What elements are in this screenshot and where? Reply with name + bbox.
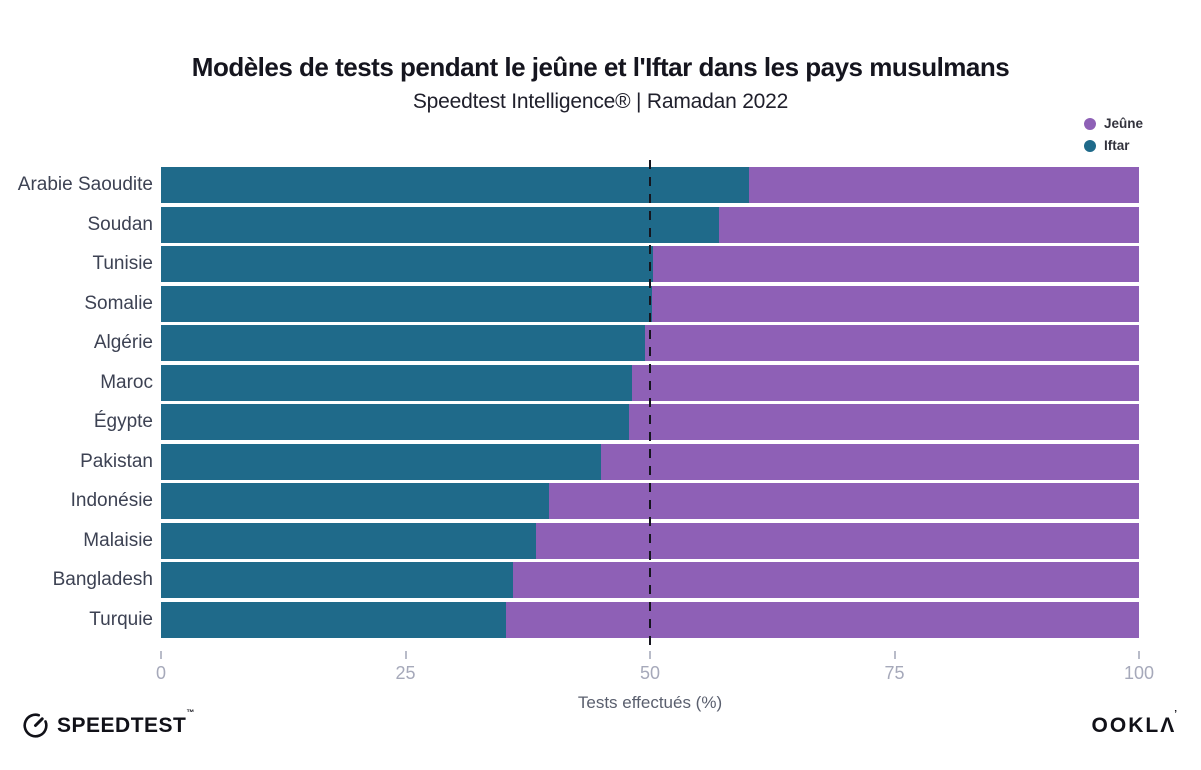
x-axis-tick-label: 0 [155, 663, 167, 683]
category-label: Indonésie [70, 490, 153, 511]
bar-segment-iftar [161, 483, 550, 519]
category-label: Algérie [93, 332, 153, 353]
bar-segment-jene [629, 404, 1139, 440]
bar-segment-jene [601, 443, 1139, 480]
legend: Jeûne Iftar [1084, 116, 1143, 153]
category-label: Somalie [84, 292, 153, 314]
bar-row [161, 325, 1139, 361]
bar-row [161, 522, 1139, 559]
legend-label: Jeûne [1104, 116, 1144, 131]
bar-segment-jene [748, 167, 1139, 203]
legend-label: Iftar [1104, 138, 1130, 153]
x-axis-tick [649, 651, 651, 659]
bar-segment-jene [506, 601, 1139, 638]
bar-segment-jene [632, 364, 1139, 401]
reference-line-50 [649, 160, 651, 649]
bar-segment-iftar [161, 601, 507, 638]
bar-segment-jene [549, 483, 1139, 519]
chart-subtitle: Speedtest Intelligence® | Ramadan 2022 [412, 90, 789, 113]
x-axis-tick-label: 50 [639, 663, 661, 683]
bar-row [161, 443, 1139, 480]
bar-segment-iftar [161, 404, 630, 440]
bar-segment-iftar [161, 562, 514, 598]
bar-row [161, 404, 1139, 440]
speedtest-gauge-icon [22, 712, 49, 739]
speedtest-wordmark: SPEEDTEST™ [57, 707, 195, 737]
bar-row [161, 562, 1139, 598]
category-label: Égypte [93, 411, 153, 432]
x-axis-tick [893, 651, 896, 659]
bar-segment-iftar [161, 443, 602, 480]
legend-item: Jeûne [1084, 116, 1143, 131]
bar-row [161, 364, 1139, 401]
category-label: Tunisie [92, 253, 153, 274]
legend-item: Iftar [1084, 138, 1143, 153]
x-axis-tick [160, 651, 162, 659]
category-label: Bangladesh [52, 569, 153, 590]
bar-segment-jene [513, 562, 1139, 598]
speedtest-logo: SPEEDTEST™ [22, 707, 195, 739]
x-axis-tick-label: 100 [1123, 663, 1155, 683]
bar-segment-jene [535, 522, 1139, 559]
bar-segment-iftar [161, 285, 652, 322]
bar-row [161, 601, 1139, 638]
chart-title: Modèles de tests pendant le jeûne et l'I… [191, 52, 1010, 82]
legend-dot-icon [1084, 139, 1096, 152]
bar-row [161, 246, 1139, 282]
trademark-symbol: ™ [186, 707, 195, 717]
ookla-trademark-symbol: ’ [1174, 709, 1179, 720]
category-label: Malaisie [83, 529, 153, 551]
x-axis-tick [1138, 651, 1140, 659]
x-axis-title: Tests effectués (%) [577, 693, 723, 712]
bar-segment-iftar [161, 206, 720, 243]
category-label: Turquie [89, 608, 153, 630]
x-axis-tick-label: 75 [884, 663, 905, 683]
bar-segment-iftar [161, 364, 633, 401]
bar-row [161, 483, 1139, 519]
bar-row [161, 206, 1139, 243]
category-label: Maroc [100, 371, 153, 393]
bar-segment-iftar [161, 167, 749, 203]
bar-segment-iftar [161, 325, 646, 361]
bar-row [161, 285, 1139, 322]
category-label: Arabie Saoudite [17, 174, 153, 195]
x-axis-tick [404, 651, 407, 659]
bar-segment-iftar [161, 522, 536, 559]
bar-segment-jene [652, 246, 1139, 282]
bar-segment-jene [719, 206, 1139, 243]
category-label: Soudan [87, 213, 153, 235]
bar-segment-jene [645, 325, 1139, 361]
legend-dot-icon [1084, 117, 1096, 130]
x-axis-tick-label: 25 [395, 663, 416, 683]
bar-segment-jene [651, 285, 1139, 322]
bar-segment-iftar [161, 246, 653, 282]
ookla-logo: OOKLΛ’ [1091, 709, 1179, 737]
category-label: Pakistan [80, 450, 153, 472]
